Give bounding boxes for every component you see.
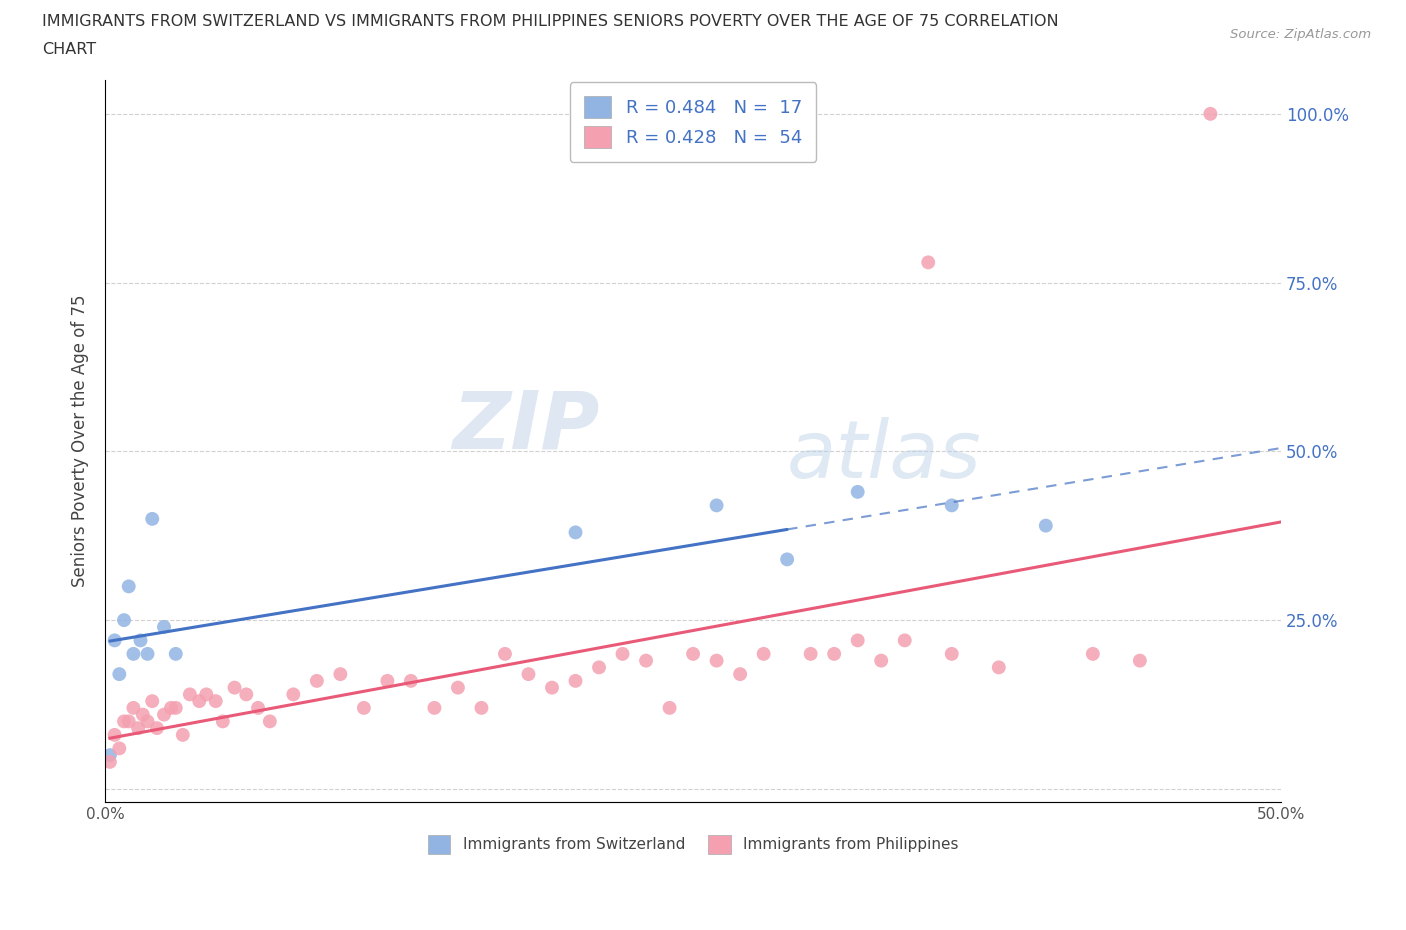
Point [1081,646,1104,661]
Point [941,646,963,661]
Point [399,673,422,688]
Point [136,714,159,729]
Text: ZIP: ZIP [451,388,599,466]
Text: atlas: atlas [787,417,981,495]
Point [195,687,218,702]
Point [846,485,869,499]
Point [564,525,586,539]
Point [800,646,823,661]
Text: CHART: CHART [42,42,96,57]
Point [1129,653,1152,668]
Point [283,687,305,702]
Point [141,694,163,709]
Point [682,646,704,661]
Legend: Immigrants from Switzerland, Immigrants from Philippines: Immigrants from Switzerland, Immigrants … [422,829,965,859]
Point [112,714,135,729]
Point [108,741,131,756]
Point [423,700,446,715]
Point [160,700,183,715]
Point [118,714,141,729]
Point [129,633,152,648]
Point [706,653,728,668]
Point [122,700,145,715]
Point [98,754,121,769]
Point [165,700,187,715]
Point [776,551,799,566]
Point [305,673,328,688]
Text: IMMIGRANTS FROM SWITZERLAND VS IMMIGRANTS FROM PHILIPPINES SENIORS POVERTY OVER : IMMIGRANTS FROM SWITZERLAND VS IMMIGRANT… [42,14,1059,29]
Point [104,633,127,648]
Point [517,667,540,682]
Point [329,667,352,682]
Point [104,727,127,742]
Point [132,707,155,722]
Point [108,667,131,682]
Point [987,660,1010,675]
Point [917,255,939,270]
Point [870,653,893,668]
Point [1199,106,1222,121]
Point [188,694,211,709]
Point [658,700,681,715]
Point [118,579,141,594]
Point [141,512,163,526]
Point [494,646,516,661]
Point [172,727,194,742]
Point [211,714,233,729]
Point [588,660,610,675]
Point [127,721,149,736]
Point [259,714,281,729]
Point [1035,518,1057,533]
Point [941,498,963,512]
Point [447,680,470,695]
Point [634,653,657,668]
Point [893,633,915,648]
Point [179,687,201,702]
Point [706,498,728,512]
Point [235,687,257,702]
Point [224,680,246,695]
Y-axis label: Seniors Poverty Over the Age of 75: Seniors Poverty Over the Age of 75 [72,295,89,588]
Point [377,673,399,688]
Point [112,613,135,628]
Point [353,700,375,715]
Point [146,721,169,736]
Point [136,646,159,661]
Point [122,646,145,661]
Point [153,707,176,722]
Point [752,646,775,661]
Point [612,646,634,661]
Point [204,694,226,709]
Point [247,700,270,715]
Point [470,700,492,715]
Text: Source: ZipAtlas.com: Source: ZipAtlas.com [1230,28,1371,41]
Point [541,680,564,695]
Point [846,633,869,648]
Point [728,667,751,682]
Point [153,619,176,634]
Point [564,673,586,688]
Point [165,646,187,661]
Point [98,748,121,763]
Point [823,646,845,661]
